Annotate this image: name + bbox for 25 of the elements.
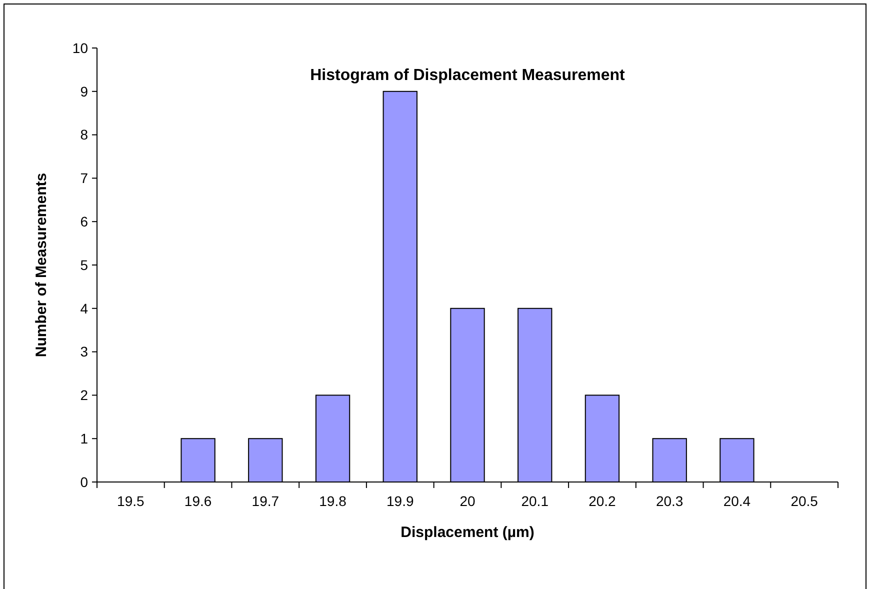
y-tick-label: 9	[80, 83, 88, 100]
x-tick-label: 20.1	[521, 493, 549, 509]
y-tick-label: 0	[80, 474, 88, 490]
x-tick-label: 19.8	[319, 493, 347, 509]
y-tick-label: 1	[80, 430, 88, 446]
y-tick-label: 10	[72, 40, 88, 56]
x-tick-label: 19.9	[386, 493, 414, 509]
y-tick-label: 5	[80, 256, 88, 273]
y-tick-label: 7	[80, 170, 88, 186]
x-tick-label: 19.5	[117, 493, 145, 509]
x-axis-title: Displacement (µm)	[400, 524, 534, 541]
x-tick-label: 20.3	[656, 493, 684, 509]
y-tick-label: 2	[80, 387, 88, 404]
y-tick-label: 8	[80, 126, 88, 143]
y-axis-title: Number of Measurements	[33, 172, 50, 358]
text: Histogram of Displacement Measurement	[310, 67, 626, 84]
x-tick-label: 20.2	[588, 493, 616, 509]
x-tick-label: 20	[460, 493, 476, 509]
x-tick-label: 19.7	[252, 493, 280, 509]
y-tick-label: 6	[80, 214, 88, 230]
x-tick-label: 19.6	[184, 493, 212, 509]
x-tick-label: 20.4	[723, 493, 751, 509]
y-tick-label: 4	[80, 300, 88, 316]
x-tick-label: 20.5	[790, 493, 818, 509]
y-tick-label: 3	[80, 344, 88, 360]
